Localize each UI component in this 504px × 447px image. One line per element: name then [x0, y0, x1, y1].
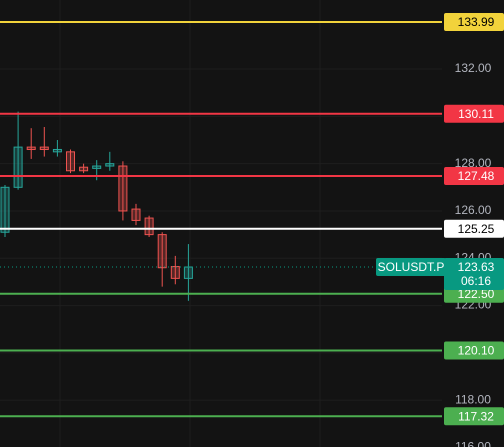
last-price-label: 123.63	[458, 260, 495, 274]
level-label-bg	[444, 407, 504, 426]
symbol-label: SOLUSDT.P	[378, 260, 445, 274]
level-label: 122.50	[458, 287, 495, 301]
level-label: 133.99	[458, 15, 495, 29]
candle-body	[144, 217, 154, 236]
y-tick-label: 126.00	[455, 203, 492, 217]
level-label: 127.48	[458, 169, 495, 183]
level-label: 125.25	[458, 222, 495, 236]
level-label-bg	[444, 104, 504, 123]
level-label: 130.11	[458, 107, 494, 121]
candle-body	[118, 165, 128, 212]
candle-body	[170, 266, 180, 279]
level-label-bg	[444, 341, 504, 360]
candle-body	[92, 165, 102, 169]
candle-body	[79, 166, 89, 172]
symbol-bg	[376, 258, 446, 277]
level-label-bg	[444, 166, 504, 185]
candle-body	[13, 146, 23, 188]
y-tick-label: 118.00	[455, 392, 491, 406]
level-label-bg	[444, 219, 504, 238]
countdown-label: 06:16	[461, 274, 491, 288]
candle-body	[131, 208, 141, 221]
level-label: 117.32	[458, 409, 494, 423]
y-tick-label: 132.00	[455, 61, 492, 75]
level-label-bg	[444, 12, 504, 31]
candle-body	[26, 146, 36, 150]
candle-body	[0, 186, 10, 233]
candle-body	[157, 234, 167, 269]
candle-body	[105, 163, 115, 167]
candle-body	[39, 146, 49, 150]
last-price-bg	[444, 258, 504, 291]
candle-body	[183, 266, 193, 279]
level-label: 120.10	[458, 344, 495, 358]
candle-body	[66, 151, 75, 172]
candle-body	[52, 148, 62, 153]
y-tick-label: 116.00	[455, 440, 491, 447]
y-tick-label: 128.00	[455, 156, 492, 170]
